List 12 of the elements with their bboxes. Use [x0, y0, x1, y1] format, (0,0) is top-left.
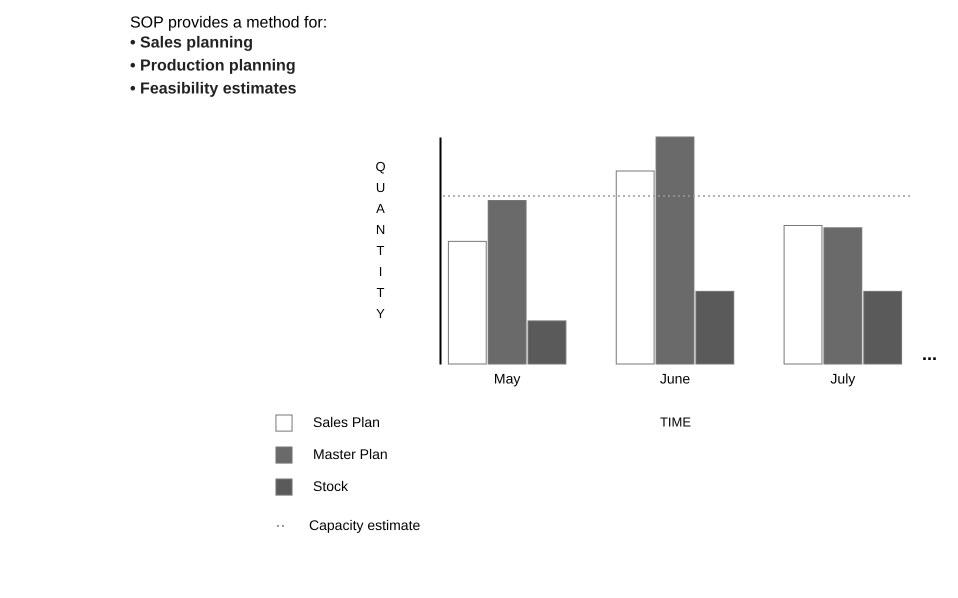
legend-label: Master Plan	[313, 446, 388, 462]
x-tick-label: May	[494, 370, 520, 386]
y-axis-title: QUANTITY	[375, 159, 386, 321]
text: SOP provides a method for:	[130, 14, 328, 32]
x-axis-title: TIME	[660, 414, 692, 430]
text: • Sales planning • Production planning • Feasibility estimates	[130, 34, 297, 98]
x-tick-label: July	[830, 370, 856, 386]
legend-label: Stock	[313, 478, 350, 494]
text: ...	[922, 344, 938, 364]
x-tick-label: June	[660, 370, 690, 386]
legend-label: Capacity estimate	[309, 517, 420, 533]
legend-label: Sales Plan	[313, 414, 380, 430]
